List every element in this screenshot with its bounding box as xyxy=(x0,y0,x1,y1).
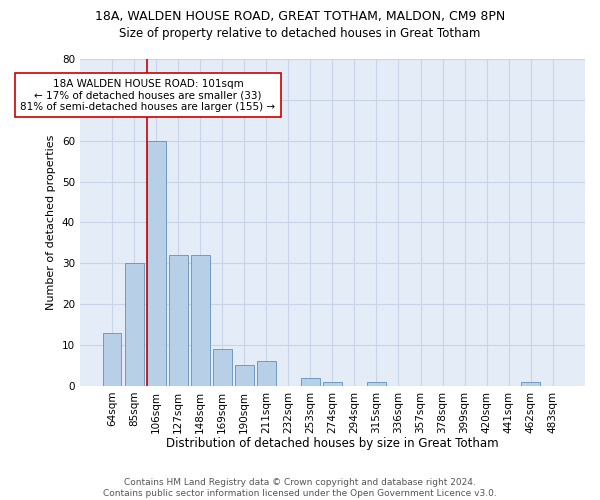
Text: Size of property relative to detached houses in Great Totham: Size of property relative to detached ho… xyxy=(119,28,481,40)
Text: 18A WALDEN HOUSE ROAD: 101sqm
← 17% of detached houses are smaller (33)
81% of s: 18A WALDEN HOUSE ROAD: 101sqm ← 17% of d… xyxy=(20,78,275,112)
Bar xyxy=(213,349,232,386)
Bar xyxy=(169,255,188,386)
Bar xyxy=(521,382,540,386)
X-axis label: Distribution of detached houses by size in Great Totham: Distribution of detached houses by size … xyxy=(166,437,499,450)
Bar xyxy=(103,332,121,386)
Bar xyxy=(147,140,166,386)
Y-axis label: Number of detached properties: Number of detached properties xyxy=(46,134,56,310)
Bar xyxy=(257,362,275,386)
Text: 18A, WALDEN HOUSE ROAD, GREAT TOTHAM, MALDON, CM9 8PN: 18A, WALDEN HOUSE ROAD, GREAT TOTHAM, MA… xyxy=(95,10,505,23)
Bar xyxy=(367,382,386,386)
Bar xyxy=(125,264,143,386)
Bar xyxy=(301,378,320,386)
Bar xyxy=(323,382,342,386)
Bar xyxy=(235,366,254,386)
Bar xyxy=(191,255,209,386)
Text: Contains HM Land Registry data © Crown copyright and database right 2024.
Contai: Contains HM Land Registry data © Crown c… xyxy=(103,478,497,498)
